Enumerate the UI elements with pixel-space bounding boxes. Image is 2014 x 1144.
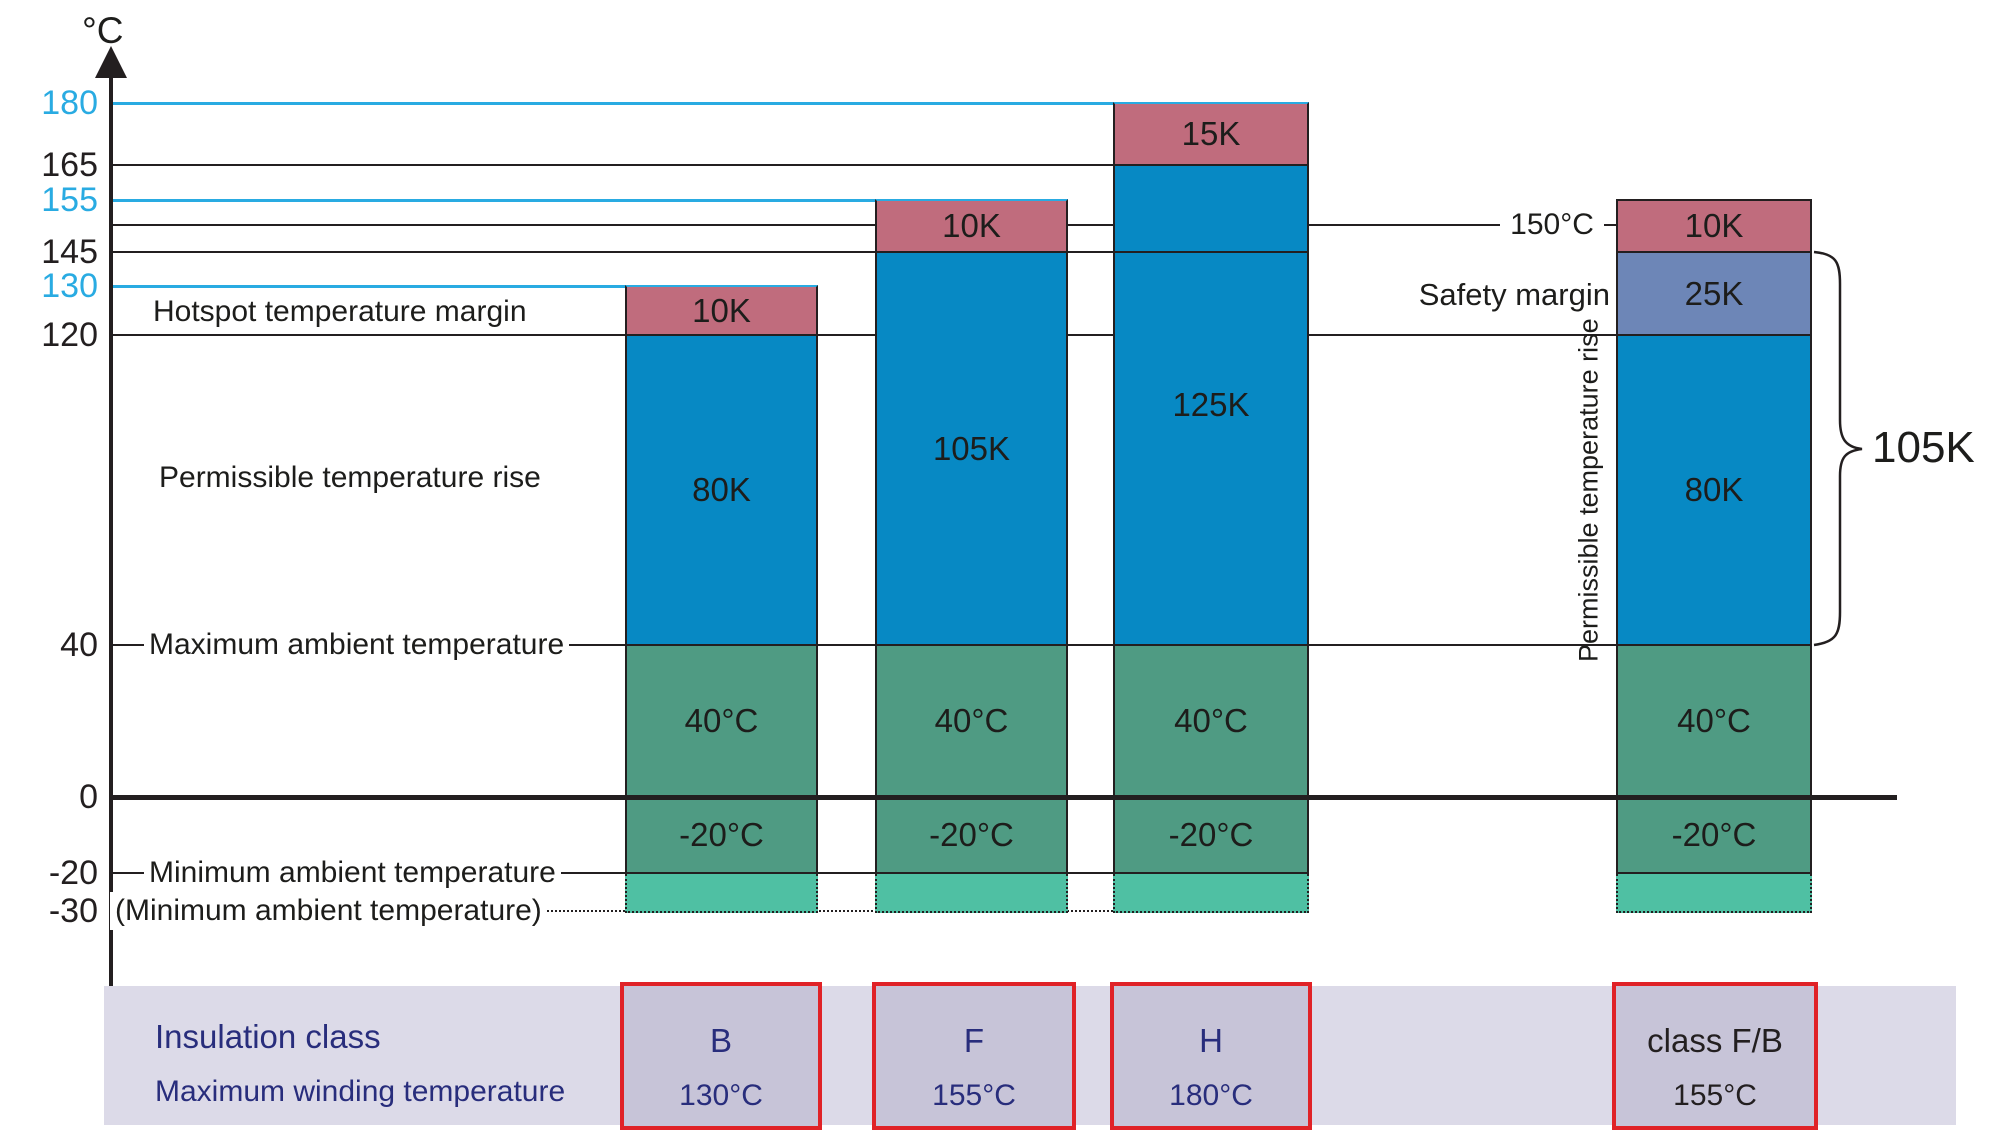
bar-H-segment-125K: 125K	[1113, 164, 1309, 646]
bar-F-segment-40°C: 40°C	[875, 644, 1068, 798]
gridline-155	[110, 198, 875, 202]
gridline--30	[110, 910, 1113, 912]
axis-tick-120: 120	[41, 316, 98, 354]
gridline-145	[110, 251, 1308, 253]
gridline--20	[110, 872, 1113, 874]
bar-FB-segment-dashed-extension	[1616, 874, 1812, 913]
table-row1-label: Insulation class	[155, 1018, 381, 1055]
bar-FB-segment--20°C: -20°C	[1616, 796, 1812, 874]
annotation-105k: 105K	[1872, 423, 1975, 472]
axis-tick-130: 130	[41, 267, 98, 305]
axis-tick--20: -20	[48, 854, 98, 892]
annotation-max-ambient: Maximum ambient temperature	[144, 626, 570, 664]
y-axis-unit-label: °C	[82, 10, 124, 51]
bar-F-segment--20°C: -20°C	[875, 796, 1068, 874]
table-class-B: B	[709, 1022, 732, 1059]
bar-B-segment-dashed-extension	[625, 874, 818, 913]
gridline-40	[110, 644, 1616, 646]
table-class-H: H	[1199, 1022, 1223, 1059]
bar-FB-segment-25K: 25K	[1616, 251, 1812, 336]
bar-FB-segment-value: 40°C	[1677, 702, 1751, 739]
bar-FB-segment-40°C: 40°C	[1616, 644, 1812, 798]
bar-B-segment-value: 80K	[692, 471, 751, 508]
bar-FB-segment-80K: 80K	[1616, 334, 1812, 646]
table-class-FB: class F/B	[1647, 1022, 1783, 1059]
bar-H-segment-40°C: 40°C	[1113, 644, 1309, 798]
gridline-180	[110, 101, 1113, 105]
axis-tick-165: 165	[41, 146, 98, 184]
gridline-130	[110, 284, 625, 288]
gridline-120	[110, 334, 1616, 336]
bar-FB-segment-value: 10K	[1684, 207, 1744, 244]
bar-FB-segment-value: 25K	[1684, 274, 1744, 312]
table-box-F: F 155°C	[872, 982, 1076, 1130]
bar-B-segment--20°C: -20°C	[625, 796, 818, 874]
bar-FB-segment-value: 80K	[1684, 471, 1744, 508]
table-box-FB: class F/B 155°C	[1612, 982, 1818, 1130]
table-temp-H: 180°C	[1169, 1079, 1253, 1112]
gridline-0	[110, 794, 1897, 800]
gridline-165	[110, 164, 1113, 166]
bar-F-segment-value: 40°C	[934, 702, 1009, 739]
table-class-F: F	[963, 1022, 985, 1059]
bar-F-segment-value: -20°C	[929, 816, 1014, 853]
bar-B-segment-80K: 80K	[625, 334, 818, 646]
annotation-hotspot-margin: Hotspot temperature margin	[148, 293, 532, 331]
gridline-150	[110, 224, 1616, 226]
bar-F-segment-10K: 10K	[875, 199, 1068, 253]
bar-F-segment-value: 105K	[932, 429, 1011, 467]
axis-tick-180: 180	[41, 84, 98, 122]
bar-H-segment-value: 125K	[1172, 386, 1250, 423]
bar-B-segment-value: 40°C	[684, 702, 759, 739]
axis-tick--30: -30	[48, 892, 98, 930]
axis-tick-155: 155	[41, 181, 98, 219]
y-axis-line	[109, 70, 113, 986]
bar-B-segment-40°C: 40°C	[625, 644, 818, 798]
bar-F-segment-value: 10K	[942, 207, 1001, 244]
table-temp-FB: 155°C	[1673, 1079, 1757, 1112]
axis-tick-40: 40	[60, 626, 98, 664]
bar-H-segment-value: -20°C	[1168, 816, 1254, 853]
bar-B-segment-value: 10K	[692, 291, 751, 329]
bar-H-segment-value: 15K	[1181, 115, 1241, 152]
bar-H-segment-value: 40°C	[1174, 702, 1248, 739]
table-row2-label: Maximum winding temperature	[155, 1075, 566, 1108]
annotation-permissible-rise: Permissible temperature rise	[154, 459, 546, 497]
bar-FB-segment-value: -20°C	[1671, 816, 1757, 853]
bar-FB-segment-10K: 10K	[1616, 199, 1812, 253]
table-box-H: H 180°C	[1110, 982, 1312, 1130]
annotation-safety-margin: Safety margin	[1390, 276, 1615, 314]
annotation-min-ambient: Minimum ambient temperature	[144, 854, 561, 892]
bar-H-segment-15K: 15K	[1113, 102, 1309, 166]
bar-F-segment-dashed-extension	[875, 874, 1068, 913]
table-temp-F: 155°C	[932, 1079, 1016, 1112]
bar-B-segment-value: -20°C	[679, 816, 764, 853]
table-box-B: B 130°C	[620, 982, 822, 1130]
annotation-min-ambient-paren: (Minimum ambient temperature)	[110, 892, 547, 930]
axis-tick-145: 145	[41, 233, 98, 271]
bar-B-segment-10K: 10K	[625, 285, 818, 336]
table-temp-B: 130°C	[679, 1079, 763, 1112]
axis-tick-0: 0	[79, 778, 98, 816]
bar-H-segment-dashed-extension	[1113, 874, 1309, 913]
annotation-permissible-rise-rotated: Permissible temperature rise	[1573, 318, 1604, 662]
bar-F-segment-105K: 105K	[875, 251, 1068, 646]
annotation-150c: 150°C	[1500, 206, 1604, 244]
bar-H-segment--20°C: -20°C	[1113, 796, 1309, 874]
